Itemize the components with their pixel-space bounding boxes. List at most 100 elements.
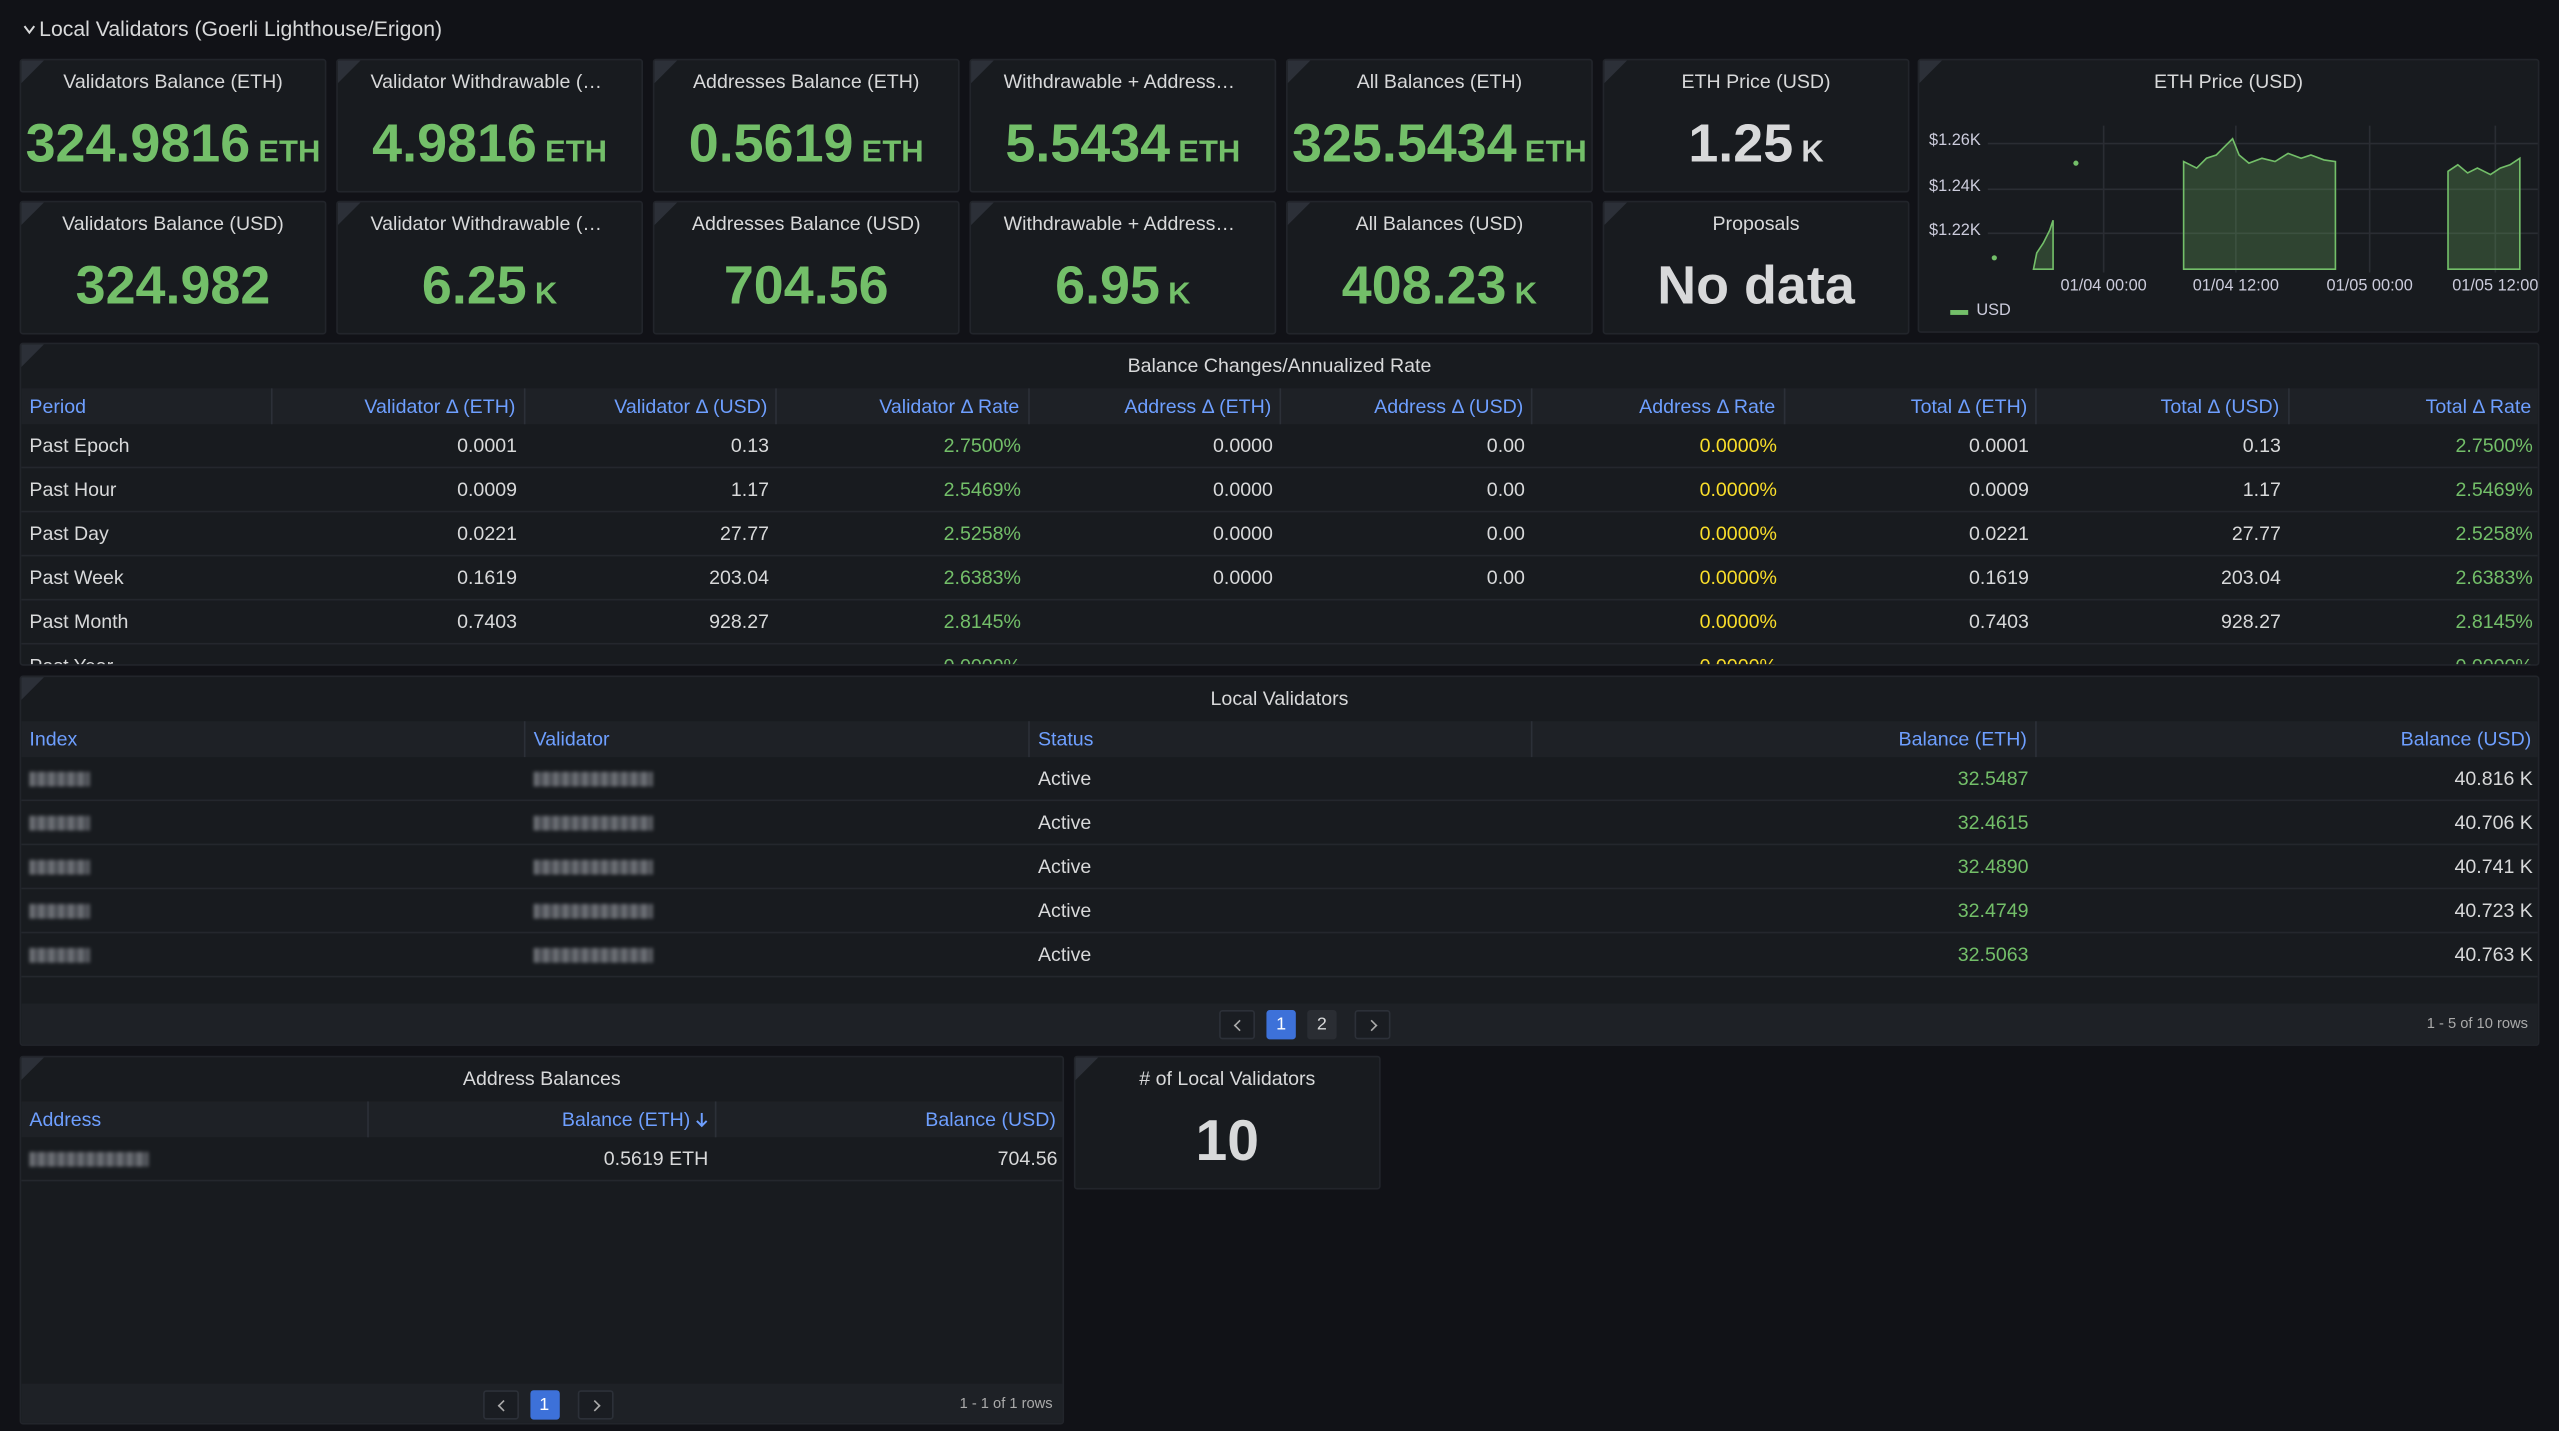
table-cell: 0.1619 — [1968, 566, 2029, 590]
next-page[interactable] — [576, 1390, 613, 1420]
legend-label[interactable]: USD — [1976, 301, 2011, 320]
stat-number: 4.9816 — [372, 112, 537, 173]
info-corner — [1604, 60, 1628, 84]
table-cell: 2.5258% — [2455, 522, 2533, 545]
column-header[interactable]: Balance (USD) — [2037, 721, 2538, 757]
table-cell: 928.27 — [709, 610, 769, 634]
table-header — [21, 1101, 1063, 1138]
table-cell: 2.8145% — [2455, 610, 2533, 634]
stat-number: No data — [1657, 254, 1855, 315]
stat-number: 6.25 — [421, 254, 527, 315]
column-header[interactable]: Total Δ (USD) — [2037, 388, 2290, 425]
info-corner — [1287, 202, 1311, 226]
table-cell: 203.04 — [2220, 566, 2281, 590]
stat-number: 6.95 — [1055, 254, 1160, 315]
column-header[interactable]: Status — [1030, 721, 1533, 758]
stat-panel: All Balances (USD) 408.23 K — [1286, 200, 1593, 335]
column-header[interactable]: Total Δ (ETH) — [1785, 388, 2038, 425]
info-corner — [1287, 60, 1311, 84]
table-cell: 40.706 K — [2454, 810, 2533, 834]
row-summary: 1 - 5 of 10 rows — [2426, 1014, 2528, 1032]
table-cell: 2.5469% — [943, 478, 1021, 501]
table-cell: 0.7403 — [457, 610, 517, 634]
column-header[interactable]: Balance (ETH) — [1532, 721, 2037, 758]
prev-page[interactable] — [482, 1390, 519, 1420]
table-cell: 0.0221 — [1968, 522, 2029, 545]
y-tick-label: $1.22K — [1929, 221, 1981, 240]
column-header[interactable]: Validator Δ (ETH) — [273, 388, 526, 425]
stat-value: 324.9816 ETH — [21, 113, 325, 175]
stat-unit: ETH — [258, 135, 321, 170]
row-divider — [21, 975, 2538, 978]
info-corner — [21, 60, 45, 84]
row-divider — [21, 554, 2538, 557]
table-cell: 0.0000% — [1699, 522, 1777, 545]
stat-value: 0.5619 ETH — [654, 113, 958, 175]
table-cell: 32.4890 — [1957, 855, 2029, 878]
table-cell: 0.0000 — [1213, 434, 1273, 457]
stat-panel: Validators Balance (ETH) 324.9816 ETH — [19, 58, 327, 193]
column-header[interactable]: Validator Δ (USD) — [525, 388, 778, 425]
legend-swatch — [1950, 310, 1969, 315]
table-cell: 32.4615 — [1957, 810, 2029, 834]
redacted — [533, 903, 653, 919]
table-cell: Past Week — [29, 566, 124, 590]
row-title[interactable]: Local Validators (Goerli Lighthouse/Erig… — [39, 16, 443, 41]
column-header[interactable]: Address Δ (ETH) — [1029, 388, 1282, 425]
redacted — [533, 771, 653, 787]
table-cell: 32.5487 — [1957, 766, 2029, 790]
row-divider — [21, 887, 2538, 890]
column-header[interactable]: Address Δ Rate — [1533, 388, 1786, 425]
panel-title: Local Validators — [1210, 686, 1349, 710]
row-divider — [21, 510, 2538, 513]
column-header[interactable]: Address — [21, 1101, 369, 1138]
table-cell: 40.816 K — [2454, 766, 2533, 790]
page-button[interactable]: 2 — [1307, 1010, 1337, 1040]
stat-value: 5.5434 ETH — [971, 113, 1275, 175]
column-header[interactable]: Balance (USD) — [716, 1101, 1062, 1137]
stat-number: 324.9816 — [25, 112, 251, 173]
row-divider — [21, 1179, 1063, 1182]
table-cell: 0.00 — [1486, 478, 1525, 501]
stat-number: 408.23 — [1341, 254, 1507, 315]
stat-value: 408.23 K — [1288, 255, 1592, 317]
stat-panel: All Balances (ETH) 325.5434 ETH — [1286, 58, 1593, 193]
stat-value: 6.25 K — [338, 255, 642, 317]
info-corner — [654, 202, 678, 226]
stat-panel: Validator Withdrawable (USD) 6.25 K — [336, 200, 644, 335]
collapse-icon[interactable] — [23, 23, 36, 36]
table-cell: 0.5619 ETH — [603, 1147, 709, 1170]
stat-value: 324.982 — [21, 255, 325, 317]
panel-title: Balance Changes/Annualized Rate — [1127, 354, 1432, 377]
table-cell: 32.5063 — [1957, 943, 2029, 966]
column-header[interactable]: Validator Δ Rate — [777, 388, 1030, 425]
table-cell: Past Epoch — [29, 434, 130, 457]
panel-title: Validator Withdrawable (USD) — [370, 212, 609, 235]
prev-page[interactable] — [1219, 1010, 1256, 1040]
table-cell: Active — [1037, 766, 1092, 790]
table-cell: 2.5469% — [2455, 478, 2533, 501]
row-divider — [21, 642, 2538, 645]
stat-unit: K — [534, 277, 558, 312]
next-page[interactable] — [1354, 1010, 1391, 1040]
table-cell: 0.13 — [2242, 434, 2281, 457]
row-divider — [21, 466, 2538, 469]
y-tick-label: $1.24K — [1929, 177, 1981, 196]
page-button[interactable]: 1 — [1266, 1010, 1296, 1040]
table-cell: Active — [1037, 810, 1092, 834]
info-corner — [1075, 1057, 1099, 1081]
column-header[interactable]: Validator — [526, 721, 1030, 758]
column-header[interactable]: Address Δ (USD) — [1281, 388, 1534, 425]
column-header[interactable]: Total Δ Rate — [2289, 388, 2538, 424]
stat-panel: Validator Withdrawable (ETH) 4.9816 ETH — [336, 58, 644, 193]
price-chart-panel: ETH Price (USD) $1.26K $1.24K $1.22K 01/04 … — [1917, 58, 2540, 333]
price-chart — [1987, 125, 2538, 273]
column-header[interactable]: Period — [21, 388, 274, 425]
panel-title: # of Local Validators — [1139, 1067, 1316, 1090]
page-button[interactable]: 1 — [529, 1390, 559, 1420]
column-header[interactable]: Balance (ETH) — [369, 1101, 717, 1138]
info-corner — [1919, 60, 1943, 84]
table-cell: 0.00 — [1486, 566, 1525, 590]
row-divider — [21, 931, 2538, 934]
column-header[interactable]: Index — [21, 721, 526, 758]
